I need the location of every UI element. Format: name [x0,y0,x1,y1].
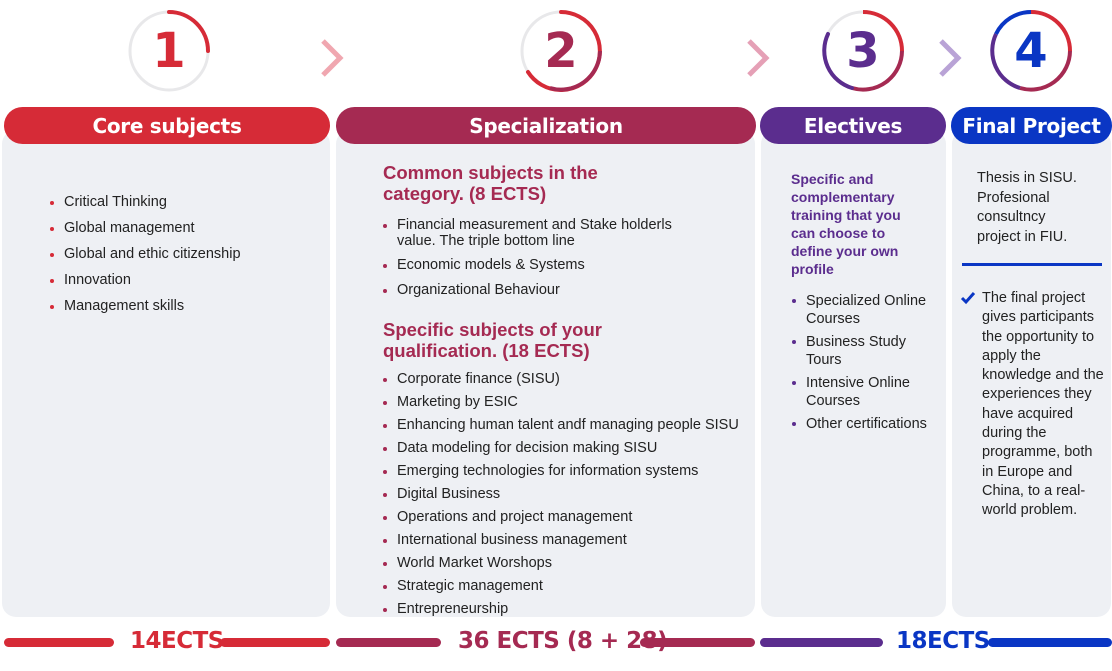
electives-list: Specialized Online Courses Business Stud… [792,292,927,433]
specialization-ects-bar-left [336,638,441,647]
common-subjects-heading: Common subjects in the category. (8 ECTS… [383,162,598,204]
step-4-indicator: 4 [990,10,1072,92]
list-item: Enhancing human talent andf managing peo… [383,417,753,433]
electives-ects-label: 18ECTS [896,628,990,654]
list-item: International business management [383,532,753,548]
core-ects-bar-right [220,638,330,647]
list-item: Business Study Tours [792,333,927,369]
electives-ects-bar-left [760,638,883,647]
final-ects-bar-right [988,638,1112,647]
step-2-indicator: 2 [520,10,602,92]
electives-header: Electives [760,107,946,144]
specialization-ects-label: 36 ECTS (8 + 28) [458,628,668,654]
list-item: Global management [50,220,320,236]
chevron-right-icon [939,39,962,77]
specific-subjects-heading: Specific subjects of your qualification.… [383,319,602,361]
list-item: Other certifications [792,415,927,433]
list-item: Economic models & Systems [383,257,713,273]
specialization-panel [336,130,755,617]
list-item: Corporate finance (SISU) [383,371,753,387]
list-item: Organizational Behaviour [383,282,713,298]
final-project-description: The final project gives participants the… [982,290,1104,519]
electives-intro: Specific and complementary training that… [791,171,901,277]
specific-subjects-list: Corporate finance (SISU) Marketing by ES… [383,371,753,617]
list-item: Intensive Online Courses [792,374,927,410]
step-2-number: 2 [544,23,578,79]
list-item: Operations and project management [383,509,753,525]
step-4-number: 4 [1014,23,1048,79]
step-1-number: 1 [152,23,186,79]
chevron-right-icon [747,39,770,77]
list-item: Digital Business [383,486,753,502]
list-item: Global and ethic citizenship [50,246,320,262]
final-project-text: Thesis in SISU. Profesional consultncy p… [977,170,1077,245]
step-3-indicator: 3 [822,10,904,92]
list-item: Emerging technologies for information sy… [383,463,753,479]
core-subjects-list: Critical Thinking Global management Glob… [50,194,320,314]
common-subjects-list: Financial measurement and Stake holderls… [383,217,713,298]
list-item: World Market Worshops [383,555,753,571]
electives-panel [761,130,946,617]
list-item: Marketing by ESIC [383,394,753,410]
core-subjects-panel [2,130,330,617]
list-item: Data modeling for decision making SISU [383,440,753,456]
core-subjects-header: Core subjects [4,107,330,144]
list-item: Entrepreneurship [383,601,753,617]
divider [962,263,1102,266]
list-item: Critical Thinking [50,194,320,210]
specialization-ects-bar-right [640,638,755,647]
list-item: Innovation [50,272,320,288]
checkmark-icon [960,292,976,305]
list-item: Financial measurement and Stake holderls… [383,217,713,249]
specialization-header: Specialization [336,107,756,144]
core-ects-bar-left [4,638,114,647]
step-3-number: 3 [846,23,880,79]
list-item: Management skills [50,298,320,314]
final-project-panel [952,130,1111,617]
list-item: Strategic management [383,578,753,594]
chevron-right-icon [321,39,344,77]
final-project-header: Final Project [951,107,1112,144]
core-ects-label: 14ECTS [130,628,224,654]
list-item: Specialized Online Courses [792,292,927,328]
step-1-indicator: 1 [128,10,210,92]
